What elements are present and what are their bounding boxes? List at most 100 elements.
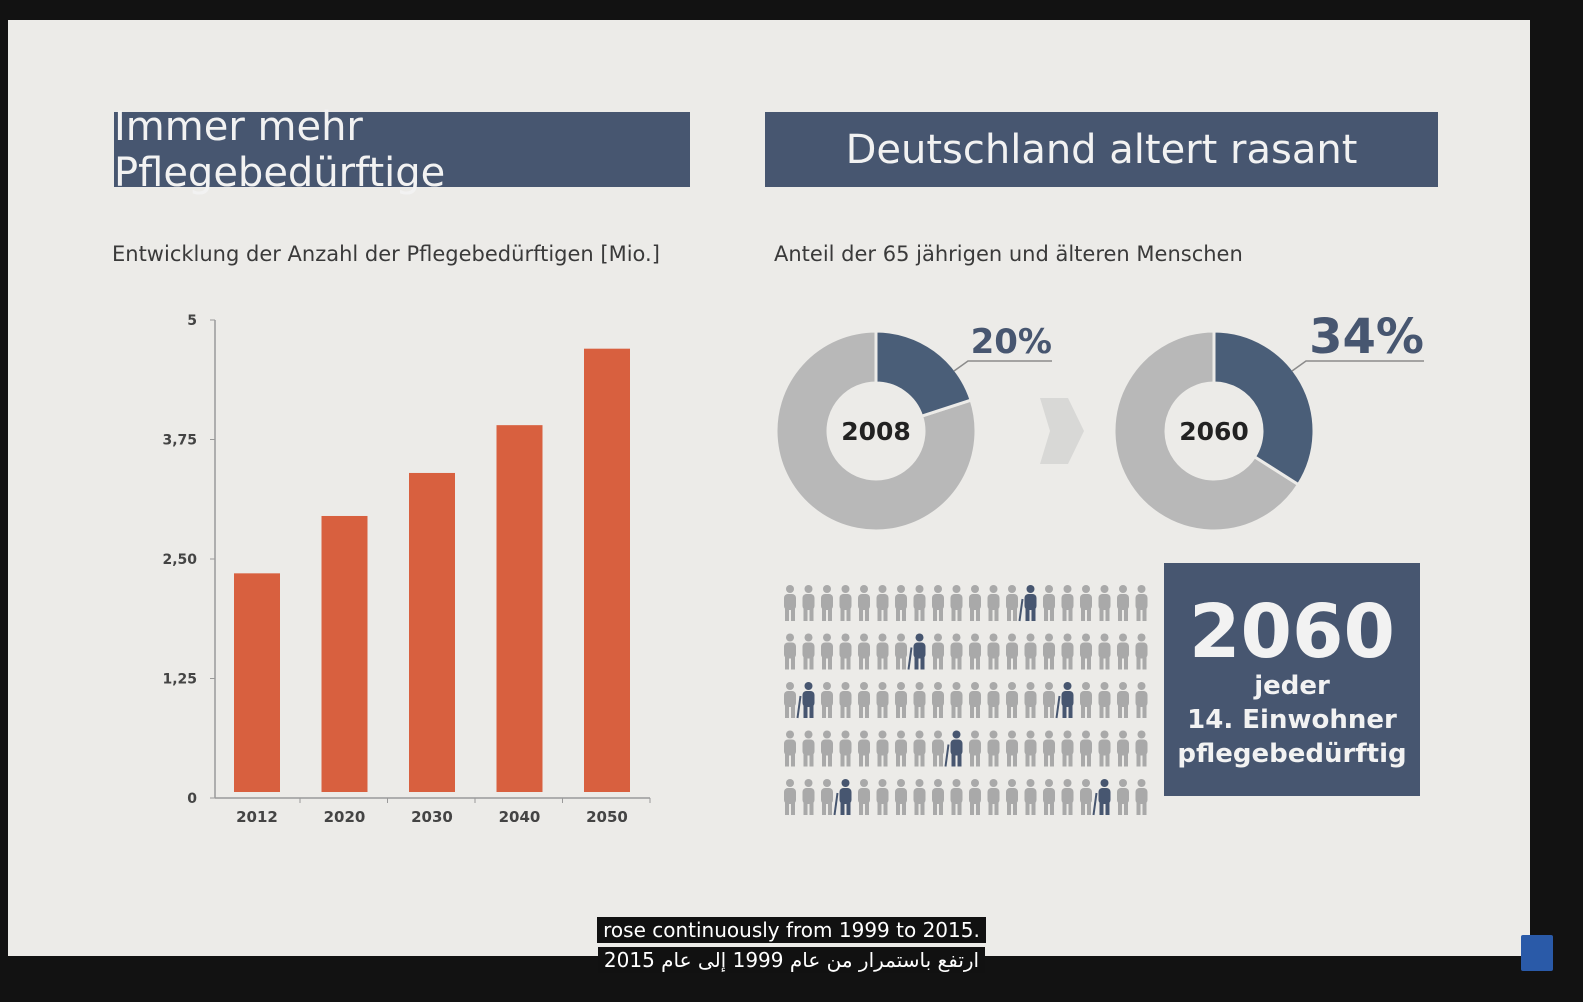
person-icon (895, 730, 907, 767)
person-icon (802, 779, 815, 815)
x-tick-label: 2040 (499, 808, 541, 826)
person-icon (821, 682, 833, 718)
person-icon (1098, 730, 1111, 767)
leader-line (953, 360, 1052, 372)
person-icon (1080, 730, 1092, 767)
person-icon (1024, 779, 1037, 815)
person-icon (1135, 779, 1148, 815)
person-icon (1024, 730, 1037, 767)
person-icon (895, 682, 907, 718)
person-icon (839, 682, 852, 718)
x-tick-label: 2050 (586, 808, 628, 826)
chart-subtitle: Entwicklung der Anzahl der Pflegebedürft… (112, 242, 660, 266)
person-icon (876, 585, 889, 621)
person-icon (858, 730, 870, 767)
person-icon (1043, 585, 1055, 621)
bar-2012 (234, 573, 280, 792)
person-icon (1117, 585, 1129, 621)
y-tick-label: 5 (187, 313, 197, 329)
person-icon (1061, 730, 1074, 767)
person-highlight-icon (1055, 682, 1074, 719)
person-icon (876, 682, 889, 718)
person-icon (858, 585, 870, 621)
right-banner: Deutschland altert rasant (765, 112, 1438, 187)
donut-percent-label: 20% (971, 322, 1052, 362)
caption-english-text: rose continuously from 1999 to 2015. (597, 917, 986, 943)
person-icon (858, 633, 870, 670)
person-icon (1098, 682, 1111, 718)
bar-2050 (584, 348, 630, 792)
person-icon (1117, 682, 1129, 718)
person-icon (1080, 633, 1092, 670)
stat-line-3: pflegebedürftig (1177, 739, 1407, 769)
person-icon (784, 633, 796, 670)
person-icon (932, 779, 944, 815)
person-icon (1043, 779, 1055, 815)
person-icon (784, 779, 796, 815)
person-icon (1098, 585, 1111, 621)
person-icon (876, 730, 889, 767)
person-icon (802, 730, 815, 767)
person-icon (1061, 779, 1074, 815)
person-icon (858, 682, 870, 718)
person-icon (1043, 633, 1055, 670)
person-icon (821, 730, 833, 767)
person-icon (913, 585, 926, 621)
person-icon (802, 633, 815, 670)
person-icon (1117, 633, 1129, 670)
person-icon (913, 779, 926, 815)
person-icon (784, 585, 796, 621)
person-icon (876, 633, 889, 670)
person-icon (932, 633, 944, 670)
person-icon (1080, 682, 1092, 718)
donut-rest-slice (774, 329, 978, 533)
person-icon (1006, 682, 1018, 718)
person-icon (784, 682, 796, 718)
person-icon (876, 779, 889, 815)
person-icon (1043, 682, 1055, 718)
person-icon (839, 585, 852, 621)
person-icon (1024, 633, 1037, 670)
person-icon (987, 730, 1000, 767)
donut-year-label: 2060 (1179, 417, 1249, 446)
arrow-icon (1040, 398, 1084, 464)
person-highlight-icon (833, 779, 852, 816)
x-tick-label: 2030 (411, 808, 453, 826)
person-icon (839, 730, 852, 767)
person-icon (950, 682, 963, 718)
person-icon (950, 779, 963, 815)
person-icon (1061, 585, 1074, 621)
person-icon (1006, 730, 1018, 767)
person-highlight-icon (944, 730, 963, 767)
person-icon (1080, 779, 1092, 815)
person-icon (821, 779, 833, 815)
person-highlight-icon (1018, 585, 1037, 622)
person-icon (821, 585, 833, 621)
person-icon (784, 730, 796, 767)
person-icon (895, 779, 907, 815)
donut-share-slice (874, 329, 973, 419)
person-icon (1117, 730, 1129, 767)
person-icon (895, 633, 907, 670)
person-icon (913, 730, 926, 767)
person-highlight-icon (907, 633, 926, 670)
person-icon (987, 682, 1000, 718)
person-icon (969, 779, 981, 815)
stat-box: 2060 jeder 14. Einwohner pflegebedürftig (1164, 563, 1420, 796)
person-icon (1006, 633, 1018, 670)
person-icon (932, 585, 944, 621)
donut-subtitle: Anteil der 65 jährigen und älteren Mensc… (774, 242, 1243, 266)
person-icon (858, 779, 870, 815)
people-grid (784, 585, 1148, 816)
donut-percent-label: 34% (1309, 309, 1424, 365)
person-icon (1043, 730, 1055, 767)
x-tick-label: 2012 (236, 808, 278, 826)
person-icon (802, 585, 815, 621)
person-icon (950, 585, 963, 621)
person-icon (895, 585, 907, 621)
y-tick-label: 2,50 (162, 552, 197, 568)
leader-line (1291, 360, 1424, 372)
person-icon (987, 779, 1000, 815)
